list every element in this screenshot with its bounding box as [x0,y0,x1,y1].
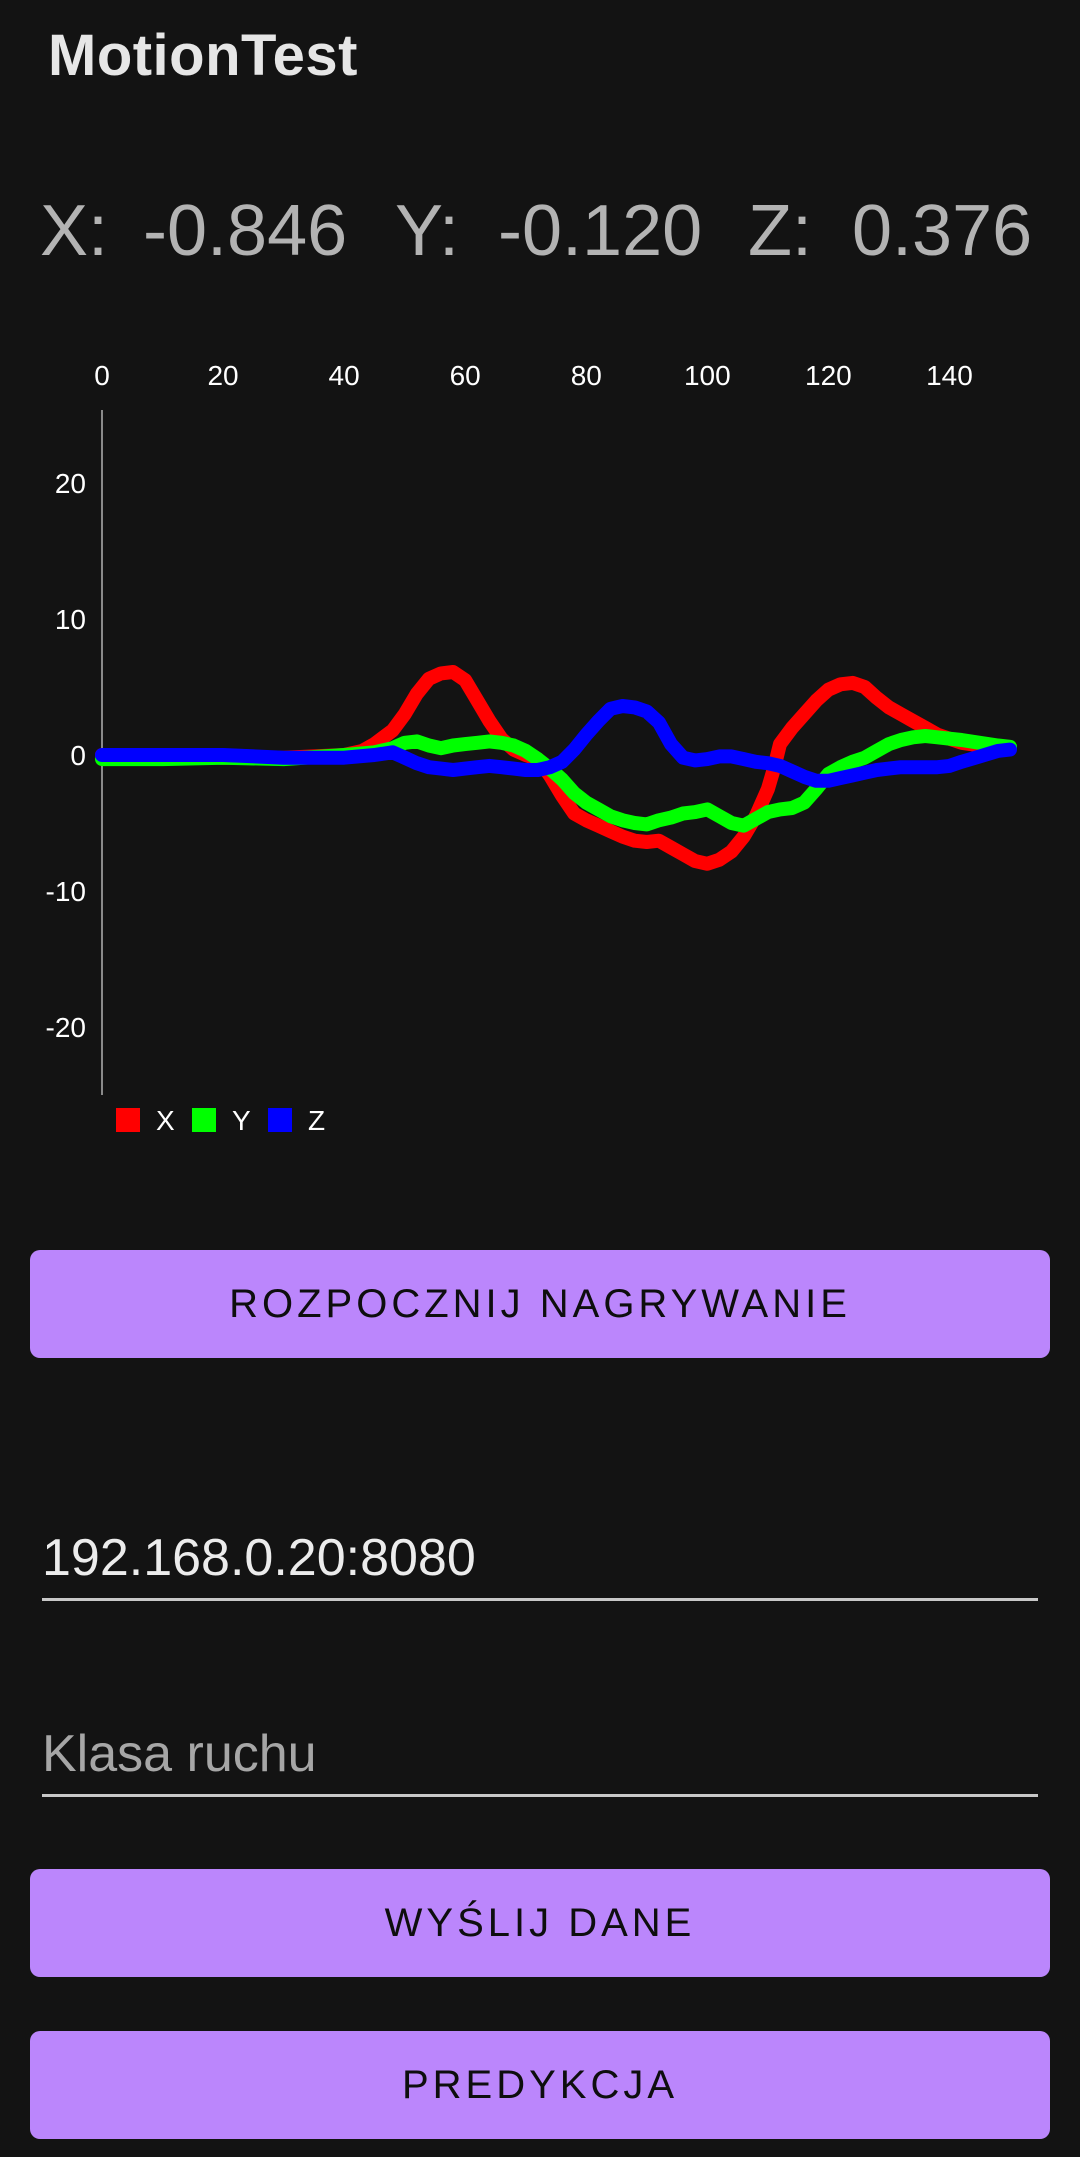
x-label: X: [40,191,109,271]
y-tick-label: 10 [55,604,86,635]
legend-swatch-x [116,1108,140,1132]
predict-button[interactable]: PREDYKCJA [30,2031,1050,2139]
x-tick-label: 0 [94,360,110,391]
y-tick-label: 20 [55,468,86,499]
motion-class-field[interactable] [42,1714,1038,1797]
x-tick-label: 80 [571,360,602,391]
legend-label-x: X [156,1105,175,1136]
x-tick-label: 120 [805,360,852,391]
x-value: -0.846 [143,191,348,271]
z-value: 0.376 [852,191,1033,271]
motion-chart: 0 20 40 60 80 100 120 140 20 10 0 -10 -20 X Y Z [0,350,1080,1150]
motion-class-input[interactable] [42,1714,1038,1794]
series-line-y [95,729,1017,833]
legend-label-y: Y [232,1105,251,1136]
legend-swatch-z [268,1108,292,1132]
series-line-z [95,699,1017,788]
x-tick-label: 40 [329,360,360,391]
server-address-input[interactable] [42,1518,1038,1598]
legend-label-z: Z [308,1105,325,1136]
y-tick-label: -10 [46,876,86,907]
start-recording-button[interactable]: ROZPOCZNIJ NAGRYWANIE [30,1250,1050,1358]
x-tick-label: 20 [207,360,238,391]
y-value: -0.120 [498,191,703,271]
series-line-x [95,665,1017,871]
x-tick-label: 100 [684,360,731,391]
y-tick-label: -20 [46,1012,86,1043]
z-label: Z: [748,191,812,271]
x-tick-label: 60 [450,360,481,391]
send-data-button[interactable]: WYŚLIJ DANE [30,1869,1050,1977]
server-address-field[interactable] [42,1518,1038,1601]
legend-swatch-y [192,1108,216,1132]
app-title: MotionTest [48,23,358,88]
accelerometer-readout: X: -0.846 Y: -0.120 Z: 0.376 [40,190,1050,290]
y-label: Y: [395,191,460,271]
y-tick-label: 0 [70,740,86,771]
x-tick-label: 140 [926,360,973,391]
